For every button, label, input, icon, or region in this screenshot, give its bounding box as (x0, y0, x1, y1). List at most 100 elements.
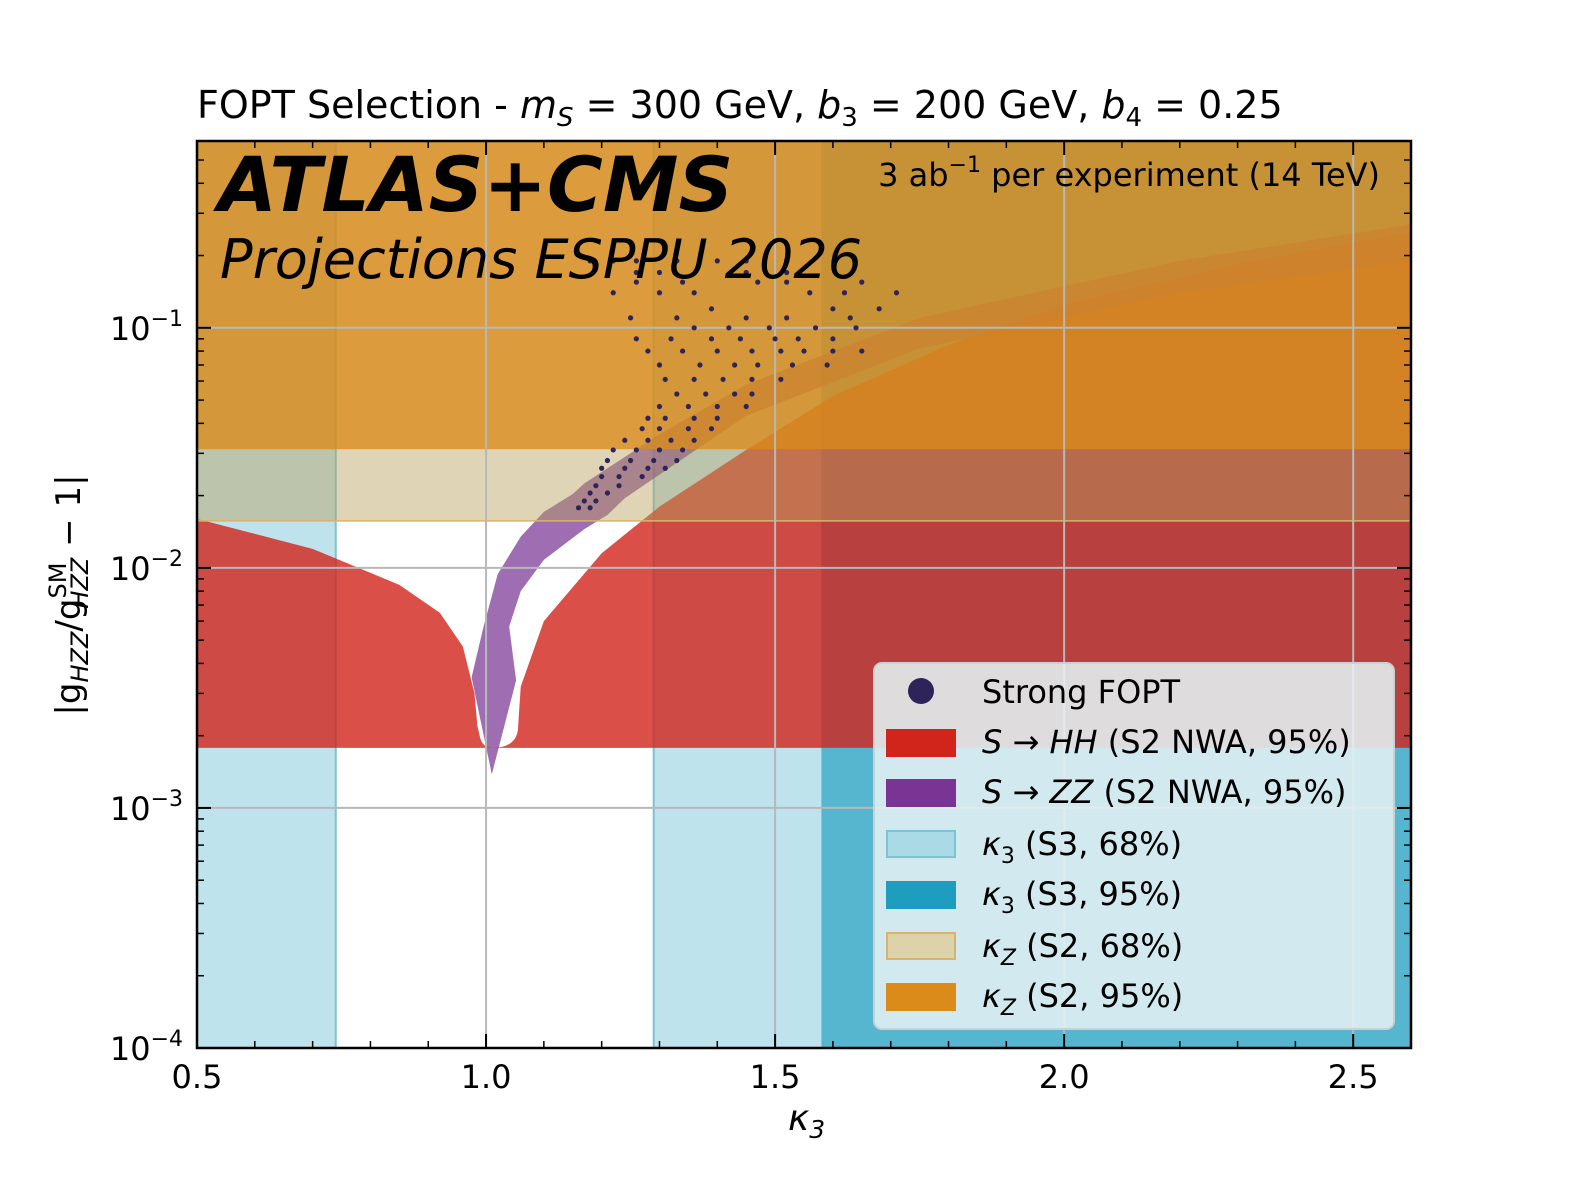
legend-label-kz-95: κZ (S2, 95%) (982, 977, 1183, 1021)
x-tick-label-4: 2.5 (1328, 1058, 1379, 1096)
legend-k3-95-sub: 3 (1001, 894, 1015, 919)
y-axis-label: |gHZZ/gSMHZZ − 1| (44, 474, 94, 715)
fopt-point-27 (743, 315, 749, 321)
y-tick-exponent: −3 (151, 787, 183, 812)
legend-k3-68-desc: (S3, 68%) (1015, 825, 1182, 863)
fopt-point-15 (859, 279, 865, 285)
title-b4-symbol: b (1101, 83, 1125, 127)
fopt-point-35 (633, 336, 639, 342)
title-prefix: FOPT Selection - (197, 83, 520, 127)
title-b3-value: = 200 GeV, (858, 83, 1102, 127)
experiment-label: ATLAS+CMS (213, 140, 733, 229)
fopt-point-39 (772, 336, 778, 342)
fopt-point-86 (627, 457, 634, 464)
chart-title: FOPT Selection - mS = 300 GeV, b3 = 200 … (197, 83, 1283, 133)
fopt-point-74 (656, 426, 663, 432)
fopt-point-24 (876, 306, 882, 312)
legend-hh-name: S → HH (982, 723, 1098, 761)
y-tick-exponent: −4 (151, 1027, 183, 1052)
x-label-sub: 3 (809, 1115, 825, 1144)
y-tick-exponent: −1 (151, 307, 183, 332)
legend-kz-95-desc: (S2, 95%) (1016, 977, 1183, 1015)
fopt-point-23 (830, 306, 836, 312)
fopt-point-65 (656, 403, 663, 410)
fopt-point-45 (749, 348, 755, 354)
fopt-point-40 (795, 336, 801, 342)
legend-zz-name: S → ZZ (982, 773, 1094, 811)
legend-label-k3-95: κ3 (S3, 95%) (982, 875, 1182, 919)
y-tick-base: 10 (110, 550, 151, 588)
lumi-text: per experiment (14 TeV) (981, 156, 1380, 194)
legend-k3-68-sym: κ (982, 825, 1001, 863)
fopt-point-67 (714, 403, 720, 410)
y-label-sub2: HZZ (66, 557, 94, 608)
legend-swatch-fopt (908, 678, 934, 704)
title-b3-symbol: b (817, 83, 841, 127)
fopt-point-57 (691, 376, 697, 382)
plot-frame (195, 139, 1413, 1050)
x-axis-label: κ3 (788, 1098, 825, 1144)
fopt-point-93 (599, 473, 605, 480)
fopt-point-4 (714, 258, 720, 264)
lumi-value: 3 ab (878, 156, 948, 194)
fopt-point-73 (639, 426, 645, 432)
legend-swatches (886, 678, 956, 1011)
fopt-point-87 (651, 457, 657, 464)
y-label-slash: /g (49, 599, 89, 632)
fopt-point-68 (743, 403, 749, 410)
legend-kz-68-desc: (S2, 68%) (1016, 927, 1183, 965)
fopt-point-36 (668, 336, 674, 342)
fopt-point-7 (633, 269, 639, 276)
fopt-point-103 (587, 505, 593, 511)
fopt-point-97 (616, 483, 622, 489)
fopt-point-6 (784, 258, 790, 264)
fopt-point-5 (743, 258, 749, 264)
legend-label-hh: S → HH (S2 NWA, 95%) (982, 723, 1351, 761)
fopt-point-78 (645, 437, 651, 443)
legend-hh-desc: (S2 NWA, 95%) (1098, 723, 1351, 761)
fopt-point-54 (789, 362, 796, 368)
title-b4-value: = 0.25 (1142, 83, 1283, 127)
fopt-point-48 (830, 348, 836, 354)
fopt-point-63 (732, 391, 738, 397)
fopt-point-79 (668, 437, 674, 443)
fopt-point-50 (656, 362, 663, 368)
y-tick-label-3: 10−1 (110, 307, 183, 348)
y-tick-base: 10 (110, 310, 151, 348)
y-tick-label-0: 10−4 (110, 1027, 183, 1068)
fopt-point-29 (847, 315, 853, 321)
legend-swatch-k3-95 (886, 881, 956, 909)
fopt-point-22 (708, 306, 715, 312)
fopt-point-13 (755, 279, 761, 285)
fopt-point-51 (697, 362, 703, 368)
fopt-point-52 (732, 362, 738, 368)
fopt-point-77 (622, 437, 628, 443)
legend-swatch-k3-68 (886, 830, 956, 858)
fopt-point-72 (714, 415, 720, 421)
fopt-point-71 (691, 415, 697, 421)
legend-k3-68-sub: 3 (1001, 844, 1015, 869)
fopt-point-17 (656, 290, 663, 296)
fopt-point-32 (766, 325, 772, 331)
y-label-sup2: SM (44, 563, 72, 599)
fopt-point-59 (749, 376, 755, 382)
lumi-exponent: −1 (949, 153, 981, 178)
fopt-point-69 (645, 415, 651, 421)
legend-kz-68-sym: κ (982, 927, 1001, 965)
fopt-point-101 (593, 498, 599, 504)
fopt-point-84 (680, 447, 686, 453)
fopt-point-16 (610, 290, 616, 296)
fopt-point-20 (841, 290, 848, 296)
y-tick-label-2: 10−2 (110, 547, 183, 588)
fopt-point-30 (691, 325, 697, 331)
title-ms-symbol: m (520, 83, 557, 127)
fopt-point-44 (714, 348, 720, 354)
fopt-point-0 (587, 258, 593, 264)
fopt-point-102 (575, 505, 582, 511)
fopt-point-91 (645, 465, 651, 471)
fopt-point-18 (691, 290, 697, 296)
legend: Strong FOPT S → HH (S2 NWA, 95%) S → ZZ … (873, 662, 1395, 1030)
fopt-point-19 (807, 290, 813, 296)
legend-swatch-zz (886, 779, 956, 807)
